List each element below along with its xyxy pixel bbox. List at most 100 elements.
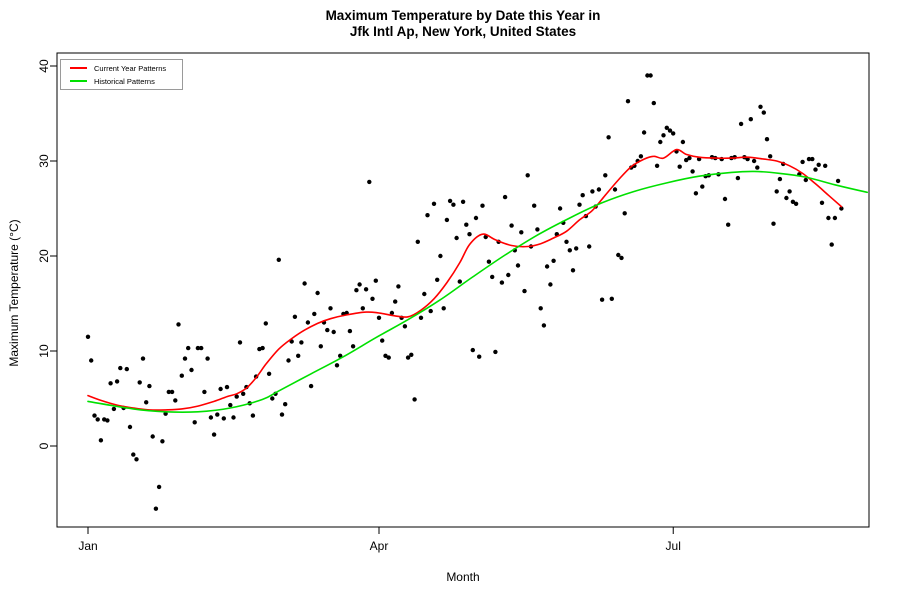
y-tick-label: 30 bbox=[37, 154, 51, 168]
data-point bbox=[292, 314, 298, 319]
data-point bbox=[654, 163, 660, 168]
data-point bbox=[596, 187, 602, 192]
data-point bbox=[580, 193, 585, 198]
data-point bbox=[373, 278, 378, 283]
chart-title-line1: Maximum Temperature by Date this Year in bbox=[325, 8, 601, 23]
data-point bbox=[215, 412, 220, 417]
data-point bbox=[422, 291, 427, 297]
data-point bbox=[515, 263, 521, 268]
data-point bbox=[493, 349, 498, 355]
data-point bbox=[131, 452, 136, 457]
data-point bbox=[435, 277, 440, 282]
data-point bbox=[447, 198, 453, 204]
data-point bbox=[790, 199, 796, 204]
data-point bbox=[677, 164, 682, 169]
data-point bbox=[771, 221, 776, 226]
data-point bbox=[173, 398, 178, 403]
data-point bbox=[564, 239, 569, 244]
data-point bbox=[405, 355, 411, 360]
data-point bbox=[684, 157, 689, 163]
data-point bbox=[803, 177, 808, 183]
data-point bbox=[376, 315, 382, 320]
data-point bbox=[522, 288, 527, 294]
data-point bbox=[538, 306, 543, 311]
data-point bbox=[270, 396, 275, 401]
data-point bbox=[118, 365, 123, 371]
data-point bbox=[464, 222, 469, 227]
data-point bbox=[577, 202, 582, 207]
data-point bbox=[502, 194, 508, 200]
data-point bbox=[454, 235, 459, 241]
data-point bbox=[777, 176, 783, 182]
data-point bbox=[431, 201, 437, 206]
data-point bbox=[169, 389, 175, 395]
data-point bbox=[283, 402, 288, 407]
data-point bbox=[599, 297, 605, 302]
data-point bbox=[276, 257, 281, 262]
x-tick-label: Jul bbox=[666, 539, 681, 553]
data-point bbox=[179, 373, 184, 378]
data-point bbox=[166, 389, 171, 395]
data-point bbox=[764, 137, 770, 142]
data-point bbox=[260, 345, 265, 351]
data-point bbox=[266, 371, 272, 376]
data-point bbox=[409, 352, 414, 357]
data-point bbox=[279, 412, 285, 417]
data-point bbox=[658, 139, 663, 145]
data-point bbox=[603, 173, 608, 178]
data-point bbox=[667, 128, 673, 133]
data-point bbox=[758, 104, 763, 110]
data-point bbox=[418, 315, 424, 320]
data-point bbox=[296, 353, 301, 358]
data-point bbox=[460, 199, 466, 204]
data-point bbox=[360, 306, 365, 311]
data-point bbox=[810, 156, 815, 162]
data-point bbox=[202, 389, 207, 395]
data-point bbox=[114, 379, 120, 384]
data-point bbox=[748, 117, 753, 122]
data-point bbox=[755, 165, 760, 170]
data-point bbox=[363, 287, 369, 292]
y-tick-label: 10 bbox=[37, 344, 51, 358]
data-point bbox=[111, 406, 117, 412]
data-point bbox=[645, 73, 650, 78]
data-point bbox=[480, 203, 485, 208]
historical-line-swatch bbox=[70, 80, 87, 82]
data-point bbox=[806, 156, 812, 162]
data-point bbox=[393, 299, 398, 304]
data-point bbox=[587, 244, 592, 249]
data-point bbox=[137, 380, 142, 385]
data-point bbox=[680, 139, 686, 145]
data-point bbox=[383, 353, 388, 358]
data-point bbox=[774, 189, 779, 194]
data-point bbox=[470, 347, 475, 353]
x-tick-label: Jan bbox=[78, 539, 97, 553]
data-point bbox=[199, 345, 204, 351]
data-point bbox=[140, 356, 146, 361]
data-point bbox=[457, 279, 462, 284]
data-point bbox=[619, 255, 624, 261]
data-point bbox=[787, 189, 792, 194]
data-point bbox=[829, 242, 834, 247]
data-point bbox=[95, 417, 100, 422]
data-point bbox=[228, 402, 233, 408]
data-point bbox=[241, 391, 246, 396]
data-point bbox=[622, 211, 627, 216]
data-point bbox=[438, 253, 443, 259]
data-point bbox=[606, 135, 611, 140]
data-point bbox=[535, 227, 540, 232]
data-point bbox=[153, 506, 159, 511]
data-point bbox=[722, 196, 728, 202]
chart-title: Maximum Temperature by Date this Year in… bbox=[57, 8, 869, 40]
data-point bbox=[147, 383, 152, 389]
data-point bbox=[551, 258, 556, 263]
data-point bbox=[347, 328, 353, 334]
data-point bbox=[473, 215, 479, 221]
data-point bbox=[690, 169, 695, 174]
data-point bbox=[205, 356, 210, 361]
data-point bbox=[325, 327, 330, 333]
data-point bbox=[486, 259, 492, 264]
y-tick-label: 0 bbox=[37, 442, 51, 449]
data-point bbox=[386, 355, 391, 360]
